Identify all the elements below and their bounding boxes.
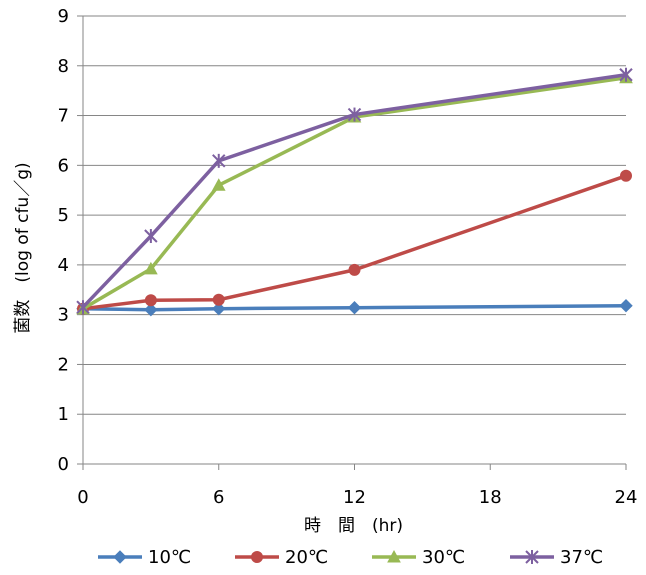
x-tick-label: 24 (615, 487, 638, 508)
x-tick-label: 18 (479, 487, 502, 508)
y-tick-label: 6 (58, 155, 69, 176)
legend-marker (525, 550, 539, 564)
data-point (144, 294, 157, 307)
data-point (620, 169, 632, 182)
data-point (619, 67, 633, 82)
legend-label: 10℃ (148, 547, 191, 568)
data-point (619, 298, 633, 313)
legend-label: 30℃ (422, 547, 465, 568)
data-point (348, 263, 361, 276)
y-tick-label: 3 (58, 305, 69, 326)
series-4 (76, 67, 633, 315)
x-axis-title: 時 間 (hr) (304, 516, 403, 536)
data-point (347, 300, 362, 315)
data-point (347, 107, 362, 122)
x-tick-label: 12 (343, 487, 366, 508)
y-tick-label: 8 (58, 56, 69, 77)
y-tick-label: 4 (58, 255, 69, 276)
legend-marker (387, 549, 401, 563)
data-point (211, 178, 226, 191)
y-tick-label: 5 (58, 205, 69, 226)
series-1 (76, 298, 633, 317)
series-lines (76, 67, 633, 317)
x-tick-label: 6 (213, 487, 224, 508)
data-point (144, 261, 158, 275)
data-point (144, 229, 158, 244)
axes (77, 15, 627, 470)
legend-item: 37℃ (510, 547, 603, 568)
gridlines (83, 15, 626, 415)
legend-item: 30℃ (372, 547, 465, 568)
y-tick-label: 9 (58, 6, 69, 27)
series-line (82, 174, 627, 311)
y-tick-label: 0 (58, 454, 69, 475)
data-point (76, 300, 90, 315)
y-tick-label: 2 (58, 354, 69, 375)
legend-marker (251, 551, 263, 563)
data-point (212, 301, 226, 316)
data-point (212, 153, 226, 168)
legend-label: 37℃ (560, 547, 603, 568)
series-2 (77, 169, 632, 315)
legend: 10℃ 20℃ 30℃ 37℃ (98, 547, 603, 568)
y-axis-title: 菌数 (log of cfu／g) (13, 162, 33, 333)
legend-label: 20℃ (285, 547, 328, 568)
data-point (144, 302, 158, 317)
legend-marker (113, 550, 127, 564)
y-tick-label: 7 (58, 106, 69, 127)
data-point (212, 293, 225, 306)
y-tick-label: 1 (58, 404, 69, 425)
legend-item: 20℃ (235, 547, 328, 568)
legend-item: 10℃ (98, 547, 191, 568)
x-tick-label: 0 (77, 487, 88, 508)
